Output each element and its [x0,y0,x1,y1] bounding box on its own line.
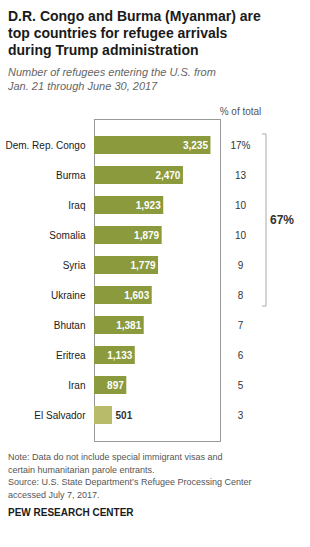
html-text:PEW RESEARCH CENTER: PEW RESEARCH CENTER [8,507,134,518]
svg-text:Iraq: Iraq [68,200,85,211]
svg-text:3,235: 3,235 [183,140,208,151]
html-text:Note: Data do not include spec: Note: Data do not include special immigr… [8,452,223,462]
html-text:Number of refugees entering th: Number of refugees entering the U.S. fro… [8,66,216,92]
svg-text:Ukraine: Ukraine [51,290,86,301]
svg-text:1,779: 1,779 [131,260,156,271]
svg-text:Somalia: Somalia [49,230,86,241]
svg-text:1,133: 1,133 [107,350,132,361]
svg-text:8: 8 [238,290,244,301]
svg-text:897: 897 [107,380,124,391]
svg-text:El Salvador: El Salvador [34,410,86,421]
svg-text:1,879: 1,879 [134,230,159,241]
html-text:certain humanitarian parole en: certain humanitarian parole entrants. [8,464,155,475]
svg-text:Bhutan: Bhutan [54,320,86,331]
html-text:Source: U.S. State Department’: Source: U.S. State Department’s Refugee … [8,477,252,487]
svg-text:17%: 17% [230,140,250,151]
svg-text:Eritrea: Eritrea [56,350,86,361]
svg-text:Burma: Burma [56,170,86,181]
svg-text:3: 3 [238,410,244,421]
html-text:D.R. Congo and Burma (Myanmar): D.R. Congo and Burma (Myanmar) are top c… [8,8,261,58]
svg-text:67%: 67% [270,213,294,227]
svg-text:Syria: Syria [63,260,86,271]
svg-text:501: 501 [116,410,133,421]
svg-text:1,923: 1,923 [136,200,161,211]
html-text:accessed July 7, 2017.: accessed July 7, 2017. [8,489,100,500]
svg-text:9: 9 [238,260,244,271]
svg-text:Iran: Iran [68,380,85,391]
svg-text:5: 5 [238,380,244,391]
svg-text:10: 10 [235,230,247,241]
svg-text:13: 13 [235,170,247,181]
svg-text:6: 6 [238,350,244,361]
svg-text:1,603: 1,603 [124,290,149,301]
svg-text:7: 7 [238,320,244,331]
svg-text:Dem. Rep. Congo: Dem. Rep. Congo [5,140,85,151]
svg-text:10: 10 [235,200,247,211]
svg-text:2,470: 2,470 [155,170,180,181]
svg-text:% of total: % of total [220,106,262,117]
svg-text:1,381: 1,381 [116,320,141,331]
